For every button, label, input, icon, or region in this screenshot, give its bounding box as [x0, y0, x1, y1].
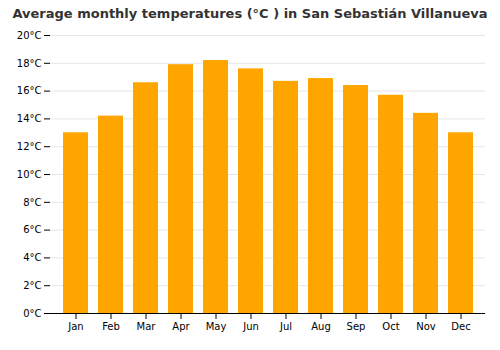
svg-text:6°C: 6°C: [23, 224, 41, 235]
html-text:Average monthly temperatures (: Average monthly temperatures (°C ) in Sa…: [12, 6, 488, 21]
svg-text:4°C: 4°C: [23, 252, 41, 263]
svg-text:Jan: Jan: [67, 321, 83, 332]
svg-text:18°C: 18°C: [17, 58, 42, 69]
svg-text:Jul: Jul: [279, 321, 292, 332]
svg-text:8°C: 8°C: [23, 197, 41, 208]
svg-text:Feb: Feb: [102, 321, 120, 332]
svg-text:Nov: Nov: [416, 321, 436, 332]
svg-text:Oct: Oct: [382, 321, 399, 332]
svg-text:10°C: 10°C: [17, 169, 42, 180]
svg-text:Dec: Dec: [451, 321, 470, 332]
svg-text:0°C: 0°C: [23, 308, 41, 319]
svg-text:Aug: Aug: [311, 321, 331, 332]
svg-text:Apr: Apr: [172, 321, 190, 332]
svg-text:Mar: Mar: [137, 321, 157, 332]
svg-text:16°C: 16°C: [17, 85, 42, 96]
svg-text:May: May: [206, 321, 227, 332]
svg-text:2°C: 2°C: [23, 280, 41, 291]
svg-text:20°C: 20°C: [17, 30, 42, 41]
svg-text:14°C: 14°C: [17, 113, 42, 124]
svg-text:12°C: 12°C: [17, 141, 42, 152]
svg-text:Sep: Sep: [347, 321, 366, 332]
svg-text:Jun: Jun: [242, 321, 259, 332]
